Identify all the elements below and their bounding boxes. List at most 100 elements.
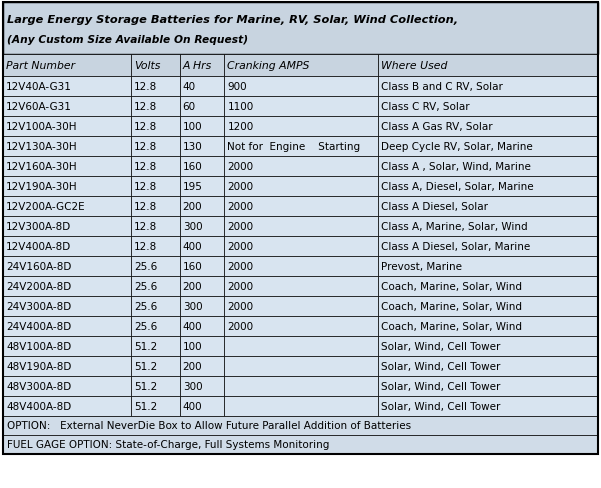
Bar bbox=[131, 257, 180, 276]
Text: 160: 160 bbox=[183, 262, 203, 271]
Bar bbox=[3, 177, 131, 197]
Text: 12V160A-30H: 12V160A-30H bbox=[6, 162, 78, 172]
Text: 2000: 2000 bbox=[227, 202, 254, 212]
Bar bbox=[224, 117, 378, 137]
Bar bbox=[224, 97, 378, 117]
Text: 12V100A-30H: 12V100A-30H bbox=[6, 122, 78, 132]
Bar bbox=[378, 396, 598, 416]
Text: 12V130A-30H: 12V130A-30H bbox=[6, 142, 78, 152]
Text: Solar, Wind, Cell Tower: Solar, Wind, Cell Tower bbox=[381, 361, 500, 371]
Text: 12.8: 12.8 bbox=[134, 142, 157, 152]
Text: Volts: Volts bbox=[134, 61, 160, 71]
Text: 51.2: 51.2 bbox=[134, 361, 157, 371]
Text: 12V40A-G31: 12V40A-G31 bbox=[6, 82, 72, 92]
Bar bbox=[3, 416, 598, 435]
Text: 400: 400 bbox=[183, 321, 203, 331]
Bar bbox=[378, 97, 598, 117]
Text: Class C RV, Solar: Class C RV, Solar bbox=[381, 102, 469, 112]
Text: Class A Diesel, Solar, Marine: Class A Diesel, Solar, Marine bbox=[381, 242, 530, 251]
Bar bbox=[180, 197, 224, 217]
Bar bbox=[224, 336, 378, 356]
Bar bbox=[224, 177, 378, 197]
Text: 200: 200 bbox=[183, 361, 203, 371]
Text: 25.6: 25.6 bbox=[134, 302, 157, 311]
Text: 12.8: 12.8 bbox=[134, 182, 157, 192]
Bar bbox=[180, 396, 224, 416]
Text: 25.6: 25.6 bbox=[134, 321, 157, 331]
Text: 12.8: 12.8 bbox=[134, 202, 157, 212]
Bar bbox=[180, 257, 224, 276]
Text: 12V400A-8D: 12V400A-8D bbox=[6, 242, 72, 251]
Bar bbox=[131, 55, 180, 77]
Bar bbox=[180, 356, 224, 376]
Text: Coach, Marine, Solar, Wind: Coach, Marine, Solar, Wind bbox=[381, 282, 522, 291]
Bar bbox=[3, 157, 131, 177]
Text: 195: 195 bbox=[183, 182, 203, 192]
Bar bbox=[378, 197, 598, 217]
Text: 200: 200 bbox=[183, 202, 203, 212]
Text: 24V160A-8D: 24V160A-8D bbox=[6, 262, 72, 271]
Bar bbox=[180, 336, 224, 356]
Text: 400: 400 bbox=[183, 242, 203, 251]
Text: 24V200A-8D: 24V200A-8D bbox=[6, 282, 72, 291]
Text: Class A Diesel, Solar: Class A Diesel, Solar bbox=[381, 202, 488, 212]
Bar bbox=[378, 237, 598, 257]
Text: 51.2: 51.2 bbox=[134, 401, 157, 411]
Bar bbox=[378, 336, 598, 356]
Text: Cranking AMPS: Cranking AMPS bbox=[227, 61, 310, 71]
Bar bbox=[378, 356, 598, 376]
Text: 51.2: 51.2 bbox=[134, 341, 157, 351]
Bar bbox=[131, 336, 180, 356]
Text: Prevost, Marine: Prevost, Marine bbox=[381, 262, 462, 271]
Bar bbox=[131, 157, 180, 177]
Bar bbox=[224, 396, 378, 416]
Text: FUEL GAGE OPTION: State-of-Charge, Full Systems Monitoring: FUEL GAGE OPTION: State-of-Charge, Full … bbox=[7, 440, 329, 449]
Text: 12.8: 12.8 bbox=[134, 102, 157, 112]
Text: Class A , Solar, Wind, Marine: Class A , Solar, Wind, Marine bbox=[381, 162, 531, 172]
Text: A Hrs: A Hrs bbox=[183, 61, 212, 71]
Text: 2000: 2000 bbox=[227, 182, 254, 192]
Bar bbox=[3, 296, 131, 316]
Text: Class B and C RV, Solar: Class B and C RV, Solar bbox=[381, 82, 502, 92]
Text: 48V100A-8D: 48V100A-8D bbox=[6, 341, 72, 351]
Bar bbox=[131, 396, 180, 416]
Text: 1100: 1100 bbox=[227, 102, 254, 112]
Text: 12.8: 12.8 bbox=[134, 222, 157, 231]
Bar bbox=[180, 276, 224, 296]
Bar bbox=[180, 77, 224, 97]
Bar bbox=[3, 356, 131, 376]
Bar bbox=[224, 197, 378, 217]
Text: 12.8: 12.8 bbox=[134, 122, 157, 132]
Text: 25.6: 25.6 bbox=[134, 262, 157, 271]
Text: 60: 60 bbox=[183, 102, 196, 112]
Bar bbox=[131, 97, 180, 117]
Text: 24V300A-8D: 24V300A-8D bbox=[6, 302, 72, 311]
Text: 40: 40 bbox=[183, 82, 196, 92]
Text: 200: 200 bbox=[183, 282, 203, 291]
Bar bbox=[131, 137, 180, 157]
Bar bbox=[131, 296, 180, 316]
Bar bbox=[378, 137, 598, 157]
Bar bbox=[131, 356, 180, 376]
Text: 12.8: 12.8 bbox=[134, 162, 157, 172]
Text: 2000: 2000 bbox=[227, 302, 254, 311]
Bar bbox=[180, 376, 224, 396]
Bar bbox=[131, 117, 180, 137]
Text: 12V190A-30H: 12V190A-30H bbox=[6, 182, 78, 192]
Text: OPTION:   External NeverDie Box to Allow Future Parallel Addition of Batteries: OPTION: External NeverDie Box to Allow F… bbox=[7, 421, 411, 430]
Text: 2000: 2000 bbox=[227, 321, 254, 331]
Text: 2000: 2000 bbox=[227, 162, 254, 172]
Bar bbox=[224, 296, 378, 316]
Bar bbox=[180, 217, 224, 237]
Text: 25.6: 25.6 bbox=[134, 282, 157, 291]
Text: Solar, Wind, Cell Tower: Solar, Wind, Cell Tower bbox=[381, 401, 500, 411]
Bar bbox=[3, 137, 131, 157]
Bar bbox=[131, 77, 180, 97]
Bar bbox=[378, 77, 598, 97]
Text: Solar, Wind, Cell Tower: Solar, Wind, Cell Tower bbox=[381, 341, 500, 351]
Bar bbox=[3, 197, 131, 217]
Bar bbox=[180, 237, 224, 257]
Bar bbox=[3, 237, 131, 257]
Text: 300: 300 bbox=[183, 222, 203, 231]
Bar bbox=[180, 157, 224, 177]
